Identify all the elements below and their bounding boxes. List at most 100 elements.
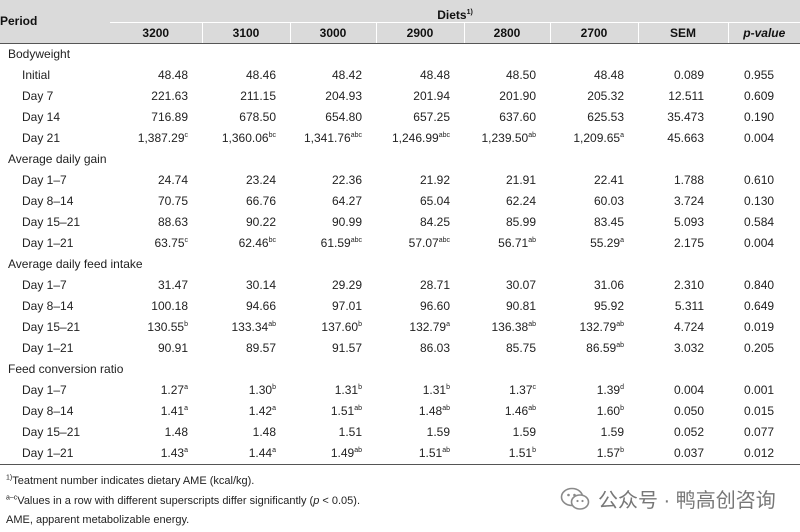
p-value-cell: 0.955 [744, 68, 775, 82]
table-cell: 1.51ab [290, 401, 376, 422]
sem-cell: 0.089 [673, 68, 704, 82]
cell-value: 22.36 [331, 173, 362, 187]
cell-value: 1.37 [509, 383, 533, 397]
table-cell: 57.07abc [376, 233, 464, 254]
cell-value: 136.38 [491, 320, 529, 334]
section-title: Bodyweight [8, 47, 71, 61]
cell-value: 1,387.29 [137, 131, 185, 145]
sem-cell: 2.175 [673, 236, 704, 250]
table-cell: 22.36 [290, 170, 376, 191]
cell-superscript: ab [528, 132, 536, 139]
table-cell: 1.48 [202, 422, 290, 443]
table-cell: 1.57b [550, 442, 638, 465]
p-value-cell: 0.610 [744, 173, 775, 187]
cell-value: 625.53 [587, 110, 624, 124]
table-row: Day 1–7 31.47 30.14 29.29 28.71 30.07 31.06 2.3… [0, 275, 800, 296]
cell-value: 637.60 [499, 110, 536, 124]
cell-value: 31.47 [157, 278, 188, 292]
cell-value: 21.92 [419, 173, 450, 187]
cell-value: 57.07 [408, 236, 439, 250]
cell-value: 61.59 [320, 236, 351, 250]
footnote-1: 1)Teatment number indicates dietary AME … [6, 474, 255, 487]
table-cell: 716.89 [110, 107, 202, 128]
table-row: Day 8–14 1.41a 1.42a 1.51ab 1.48ab 1.46ab 1.60… [0, 401, 800, 422]
table-cell: 1.39d [550, 380, 638, 401]
cell-superscript: b [184, 321, 188, 328]
cell-value: 1.48 [164, 425, 188, 439]
results-table: Period Diets1) 3200 3100 3000 2900 2800 … [0, 0, 800, 465]
cell-value: 85.99 [505, 215, 536, 229]
table-cell: 1.43a [110, 442, 202, 465]
p-value-cell: 0.584 [744, 215, 775, 229]
table-row: Day 15–21 1.48 1.48 1.51 1.59 1.59 1.59 0.052 0.… [0, 422, 800, 443]
cell-superscript: ab [354, 447, 362, 454]
sem-header: SEM [637, 21, 728, 44]
cell-value: 1.51 [508, 446, 533, 460]
cell-value: 1.44 [248, 446, 273, 460]
row-label: Initial [22, 68, 51, 82]
table-cell: 204.93 [290, 86, 376, 107]
p-value-cell: 0.190 [744, 110, 775, 124]
table-cell: 90.91 [110, 338, 202, 359]
table-cell: 1,360.06bc [202, 128, 290, 149]
cell-superscript: a [272, 447, 276, 454]
footnotes: 1)Teatment number indicates dietary AME … [6, 472, 360, 531]
table-row: Day 1–7 24.74 23.24 22.36 21.92 21.91 22.41 1.7… [0, 170, 800, 191]
sem-cell: 1.788 [673, 173, 704, 187]
cell-value: 62.46 [238, 236, 269, 250]
table-cell: 1,209.65a [550, 128, 638, 149]
cell-superscript: c [184, 237, 189, 244]
table-cell: 70.75 [110, 191, 202, 212]
cell-value: 91.57 [331, 341, 362, 355]
table-cell: 86.03 [376, 338, 464, 359]
table-cell: 100.18 [110, 296, 202, 317]
table-cell: 55.29a [550, 233, 638, 254]
p-value-cell: 0.130 [744, 194, 775, 208]
table-cell: 1,246.99abc [376, 128, 464, 149]
table-cell: 95.92 [550, 296, 638, 317]
cell-value: 48.48 [157, 68, 188, 82]
footnote-3: AME, apparent metabolizable energy. [6, 514, 190, 526]
cell-value: 30.14 [245, 278, 276, 292]
table-cell: 1.51b [464, 442, 550, 465]
cell-value: 1.31 [334, 383, 359, 397]
table-cell: 625.53 [550, 107, 638, 128]
table-cell: 31.06 [550, 275, 638, 296]
p-value-cell: 0.012 [728, 442, 800, 465]
watermark-text: 公众号 · 鸭高创咨询 [598, 490, 776, 512]
cell-value: 96.60 [419, 299, 450, 313]
cell-value: 1,341.76 [303, 131, 351, 145]
table-cell: 31.47 [110, 275, 202, 296]
cell-value: 90.91 [157, 341, 188, 355]
table-cell: 1.37c [464, 380, 550, 401]
row-label: Day 1–7 [22, 173, 67, 187]
table-cell: 48.46 [202, 65, 290, 86]
table-cell: 48.48 [550, 65, 638, 86]
p-value-cell: 0.015 [744, 404, 775, 418]
table-row: Day 1–21 90.91 89.57 91.57 86.03 85.75 86.59ab… [0, 338, 800, 359]
cell-value: 95.92 [593, 299, 624, 313]
section-row: Bodyweight [0, 43, 800, 65]
table-cell: 60.03 [550, 191, 638, 212]
sem-cell: 2.310 [673, 278, 704, 292]
cell-value: 1.31 [422, 383, 447, 397]
p-value-cell: 0.205 [744, 341, 775, 355]
cell-value: 84.25 [419, 215, 450, 229]
diets-label: Diets [437, 7, 467, 22]
table-cell: 63.75c [110, 233, 202, 254]
section-row: Average daily gain [0, 149, 800, 170]
table-cell: 1.31b [376, 380, 464, 401]
column-header: 3200 [110, 21, 202, 44]
table-cell: 1.60b [550, 401, 638, 422]
sem-cell: 35.473 [667, 110, 704, 124]
table-cell: 1.51 [290, 422, 376, 443]
table-cell: 1.59 [376, 422, 464, 443]
cell-value: 48.46 [245, 68, 276, 82]
cell-superscript: b [620, 447, 624, 454]
cell-superscript: a [184, 384, 188, 391]
wechat-icon [560, 487, 590, 510]
sem-cell: 45.663 [667, 131, 704, 145]
table-cell: 22.41 [550, 170, 638, 191]
table-cell: 85.99 [464, 212, 550, 233]
footnote-2: a–cValues in a row with different supers… [6, 493, 361, 507]
